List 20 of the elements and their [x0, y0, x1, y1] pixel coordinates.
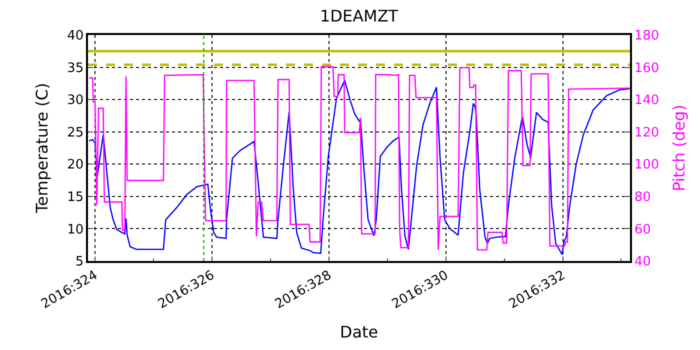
y2-tick-label: 100 [634, 158, 660, 173]
y-tick-label: 35 [67, 60, 84, 76]
y2-tick-label: 120 [634, 125, 660, 140]
y-tick-label: 20 [67, 158, 84, 173]
y2-tick-label: 40 [634, 254, 651, 270]
y2-tick-label: 140 [634, 93, 660, 108]
y-axis-title: Temperature (C) [32, 82, 52, 214]
y-tick-label: 25 [67, 125, 84, 140]
y-tick-label: 40 [67, 28, 84, 44]
y2-axis-title: Pitch (deg) [669, 104, 688, 192]
y-tick-label: 5 [75, 254, 84, 270]
y2-tick-label: 60 [634, 222, 651, 238]
y2-tick-label: 160 [634, 60, 660, 76]
y-tick-label: 15 [67, 190, 84, 205]
y-tick-label: 30 [67, 93, 84, 108]
chart-title: 1DEAMZT [320, 6, 398, 26]
x-axis-title: Date [340, 322, 378, 342]
y-tick-label: 10 [67, 222, 84, 238]
y2-tick-label: 80 [634, 190, 651, 205]
y2-tick-label: 180 [634, 28, 660, 44]
